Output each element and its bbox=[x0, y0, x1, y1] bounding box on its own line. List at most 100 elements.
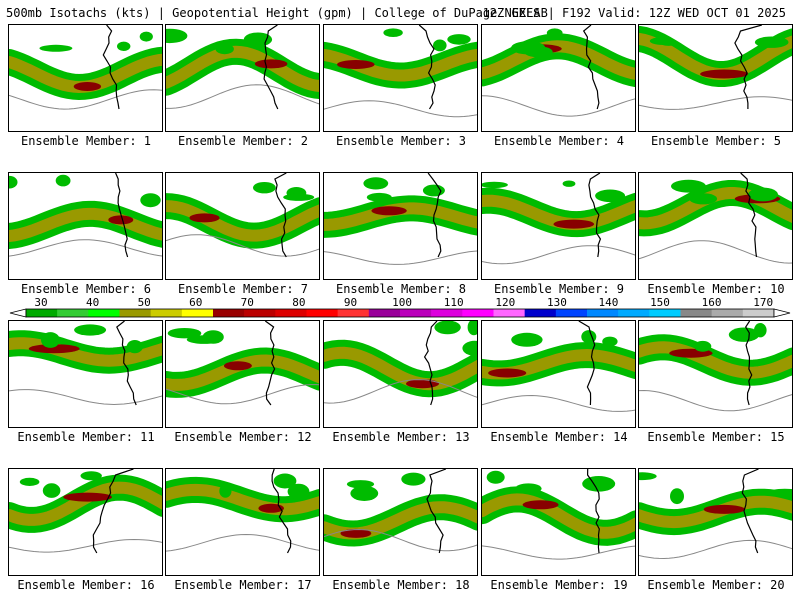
wind-patch bbox=[639, 472, 657, 481]
coastline bbox=[744, 321, 753, 406]
member-map-panel bbox=[323, 320, 478, 428]
wind-patch bbox=[401, 472, 426, 486]
coastline bbox=[586, 469, 600, 554]
member-map-panel bbox=[323, 24, 478, 132]
colorbar-segment bbox=[649, 309, 681, 317]
jet-max bbox=[254, 59, 288, 69]
jet-core-band bbox=[482, 493, 635, 539]
coastline bbox=[418, 25, 436, 110]
wind-patch bbox=[140, 193, 161, 208]
member-map-panel bbox=[638, 24, 793, 132]
colorbar-tick-label: 120 bbox=[495, 297, 515, 309]
jet-core-band bbox=[166, 45, 319, 93]
colorbar-segment bbox=[213, 309, 245, 317]
colorbar-tick-label: 50 bbox=[138, 297, 151, 309]
isotach-colorbar: 30 40 50 60 70 80 90 100 110 120 130 140 150 160 170 bbox=[9, 297, 791, 318]
member-map-panel bbox=[8, 468, 163, 576]
wind-patch bbox=[689, 193, 718, 205]
height-contour bbox=[482, 394, 635, 412]
wind-patch bbox=[74, 324, 107, 336]
jet-core-band bbox=[166, 483, 319, 516]
wind-patch bbox=[670, 488, 684, 505]
colorbar-segment bbox=[88, 309, 120, 317]
member-map-panel bbox=[8, 24, 163, 132]
member-map-panel bbox=[481, 172, 636, 280]
run-info: 12Z GEFS | F192 Valid: 12Z WED OCT 01 20… bbox=[482, 6, 786, 20]
wind-patch bbox=[273, 473, 297, 489]
member-map-panel bbox=[165, 172, 320, 280]
wind-patch bbox=[562, 180, 576, 187]
wind-patch bbox=[748, 187, 778, 202]
wind-patch bbox=[366, 192, 392, 202]
colorbar-tick-label: 70 bbox=[241, 297, 254, 309]
member-caption: Ensemble Member: 16 bbox=[17, 578, 155, 592]
colorbar-segment bbox=[431, 309, 463, 317]
jet-max bbox=[189, 213, 220, 223]
jet-max bbox=[488, 368, 527, 378]
wind-patch bbox=[511, 41, 546, 55]
colorbar-segment bbox=[26, 309, 58, 317]
jet-max bbox=[73, 82, 102, 91]
wind-patch bbox=[602, 336, 618, 347]
colorbar-tick-label: 40 bbox=[86, 297, 99, 309]
height-contour bbox=[482, 245, 635, 265]
wind-patch bbox=[671, 179, 706, 193]
wind-patch bbox=[283, 193, 315, 201]
jet-max bbox=[340, 528, 372, 538]
member-map-panel bbox=[323, 468, 478, 576]
member-caption: Ensemble Member: 1 bbox=[20, 134, 152, 148]
colorbar-segment bbox=[400, 309, 432, 317]
wind-patch bbox=[139, 31, 153, 42]
member-caption: Ensemble Member: 4 bbox=[493, 134, 625, 148]
wind-patch bbox=[350, 485, 379, 501]
member-map-panel bbox=[481, 24, 636, 132]
member-caption: Ensemble Member: 20 bbox=[647, 578, 785, 592]
coastline bbox=[263, 25, 279, 110]
jet-max bbox=[63, 492, 112, 502]
jet-core-band bbox=[482, 40, 635, 80]
wind-patch bbox=[55, 174, 71, 187]
member-caption: Ensemble Member: 12 bbox=[174, 430, 312, 444]
colorbar-segment bbox=[524, 309, 557, 317]
wind-patch bbox=[595, 189, 626, 203]
jet-max bbox=[371, 206, 407, 216]
wind-patch bbox=[434, 321, 461, 335]
member-map-panel bbox=[8, 320, 163, 428]
colorbar-segment bbox=[555, 309, 588, 317]
jet-max bbox=[700, 69, 749, 79]
member-caption: Ensemble Member: 6 bbox=[20, 282, 152, 296]
member-map-panel bbox=[8, 172, 163, 280]
member-map-panel bbox=[165, 320, 320, 428]
wind-patch bbox=[166, 28, 188, 44]
wind-patch bbox=[511, 332, 543, 347]
height-contour bbox=[166, 384, 319, 405]
wind-patch bbox=[41, 332, 60, 348]
member-caption: Ensemble Member: 14 bbox=[490, 430, 628, 444]
colorbar-segment bbox=[680, 309, 712, 317]
member-map-panel bbox=[638, 320, 793, 428]
coastline bbox=[102, 25, 120, 110]
colorbar-segment bbox=[368, 309, 401, 317]
colorbar-tick-label: 150 bbox=[650, 297, 670, 309]
colorbar-tick-label: 60 bbox=[189, 297, 202, 309]
coastline bbox=[271, 469, 292, 554]
wind-patch bbox=[42, 483, 61, 498]
jet-core-band bbox=[639, 341, 792, 379]
colorbar-tick-label: 110 bbox=[444, 297, 464, 309]
coastline bbox=[741, 469, 759, 554]
jet-max bbox=[108, 215, 134, 225]
wind-patch bbox=[486, 470, 505, 484]
colorbar-segment bbox=[119, 309, 151, 317]
member-caption: Ensemble Member: 9 bbox=[493, 282, 625, 296]
wind-patch bbox=[19, 477, 40, 486]
height-contour bbox=[9, 389, 162, 406]
wind-patch bbox=[167, 328, 202, 339]
height-contour bbox=[324, 100, 477, 118]
colorbar-tick-label: 170 bbox=[753, 297, 773, 309]
height-contour bbox=[166, 84, 319, 109]
wind-patch bbox=[9, 175, 18, 189]
member-map-panel bbox=[323, 172, 478, 280]
jet-max bbox=[553, 219, 595, 229]
colorbar-segment bbox=[742, 309, 775, 317]
member-caption: Ensemble Member: 8 bbox=[335, 282, 467, 296]
